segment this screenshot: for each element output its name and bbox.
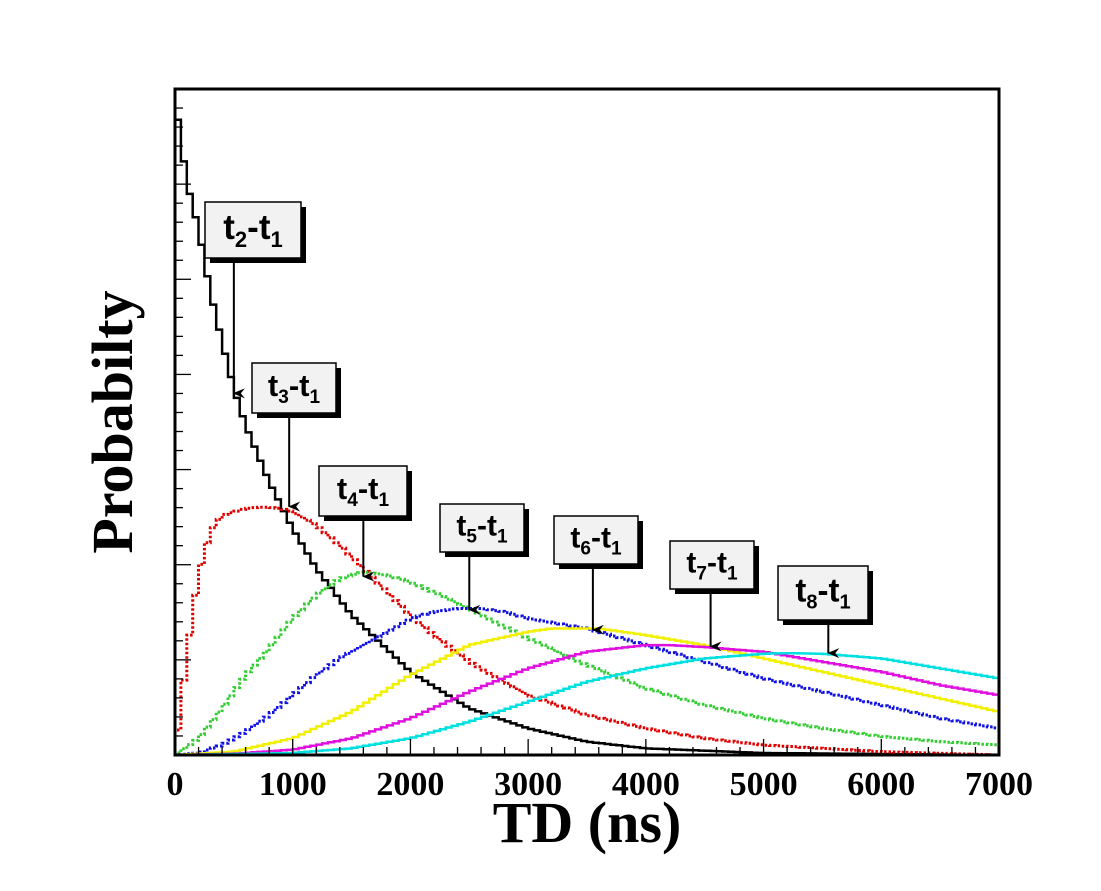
- annotation-box: [318, 465, 408, 517]
- annotation-label: t8-t1: [795, 572, 850, 614]
- series-t3-t1: [173, 505, 999, 757]
- annotation-t8-t1: t8-t1: [777, 565, 873, 659]
- annotation-label: t4-t1: [337, 471, 390, 511]
- x-tick-label: 6000: [847, 766, 915, 803]
- annotation-box: [204, 201, 302, 259]
- series-t8-t1: [175, 651, 999, 757]
- annotation-label: t3-t1: [268, 368, 321, 408]
- annotations: t2-t1 t3-t1 t4-t1 t5-t1 t6-t1 t7-t1 t8-t1: [204, 201, 873, 659]
- annotation-box: [669, 540, 755, 590]
- x-tick-label: 7000: [965, 766, 1033, 803]
- x-tick-label: 0: [167, 766, 184, 803]
- annotation-t5-t1: t5-t1: [439, 503, 529, 615]
- annotation-t7-t1: t7-t1: [669, 540, 759, 652]
- x-tick-labels: 0 1000 2000 3000 4000 5000 6000 7000: [167, 766, 1034, 803]
- annotation-t3-t1: t3-t1: [251, 362, 341, 512]
- series-t4-t1: [173, 570, 999, 755]
- annotation-label: t6-t1: [570, 522, 622, 560]
- axis-ticks: [174, 88, 1000, 756]
- y-axis-title: Probabilty: [80, 290, 145, 553]
- annotation-t2-t1: t2-t1: [204, 201, 306, 399]
- x-tick-label: 5000: [730, 766, 798, 803]
- x-tick-label: 4000: [612, 766, 680, 803]
- annotation-box: [439, 503, 525, 553]
- x-tick-label: 2000: [376, 766, 444, 803]
- annotation-box: [553, 515, 639, 565]
- plot-frame: [173, 87, 1001, 757]
- annotation-label: t5-t1: [456, 510, 508, 548]
- annotation-box: [777, 565, 869, 621]
- x-axis-title: TD (ns): [493, 790, 682, 855]
- annotation-t6-t1: t6-t1: [553, 515, 643, 635]
- x-tick-label: 1000: [259, 766, 327, 803]
- annotation-label: t2-t1: [223, 208, 282, 252]
- annotation-box: [251, 362, 337, 414]
- x-tick-label: 3000: [494, 766, 562, 803]
- annotation-t4-t1: t4-t1: [318, 465, 412, 582]
- series-t7-t1: [173, 643, 999, 757]
- annotation-label: t7-t1: [686, 547, 738, 585]
